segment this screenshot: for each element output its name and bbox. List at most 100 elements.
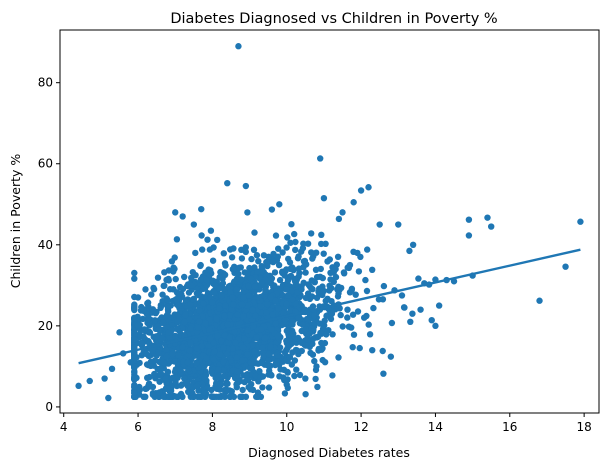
data-point (276, 201, 283, 208)
data-point (302, 326, 309, 333)
data-point (309, 286, 316, 293)
data-point (248, 255, 255, 263)
data-point (318, 339, 325, 347)
data-point (221, 373, 228, 380)
data-point (417, 306, 424, 313)
data-point (209, 257, 217, 264)
data-point (233, 275, 241, 282)
data-point (198, 343, 205, 350)
data-point (316, 320, 323, 327)
data-point (274, 332, 282, 340)
data-point (238, 357, 246, 364)
data-point (131, 314, 138, 322)
data-point (163, 353, 170, 360)
data-point (339, 209, 346, 216)
data-point (295, 273, 302, 280)
data-point (577, 218, 584, 225)
data-point (221, 312, 228, 320)
data-point (168, 322, 176, 329)
data-point (149, 306, 157, 313)
data-point (270, 258, 277, 266)
data-point (136, 359, 143, 367)
data-point (131, 269, 138, 277)
data-point (286, 259, 294, 266)
data-point (257, 326, 265, 333)
data-point (233, 354, 241, 361)
data-point (488, 223, 495, 230)
data-point (259, 384, 266, 391)
data-point (249, 306, 256, 314)
data-point (312, 375, 319, 383)
data-point (224, 380, 231, 387)
data-point (251, 288, 258, 295)
data-point (201, 375, 208, 383)
data-point (172, 275, 179, 283)
data-point (177, 382, 185, 389)
data-point (179, 324, 186, 332)
data-point (283, 266, 290, 273)
data-point (229, 345, 236, 352)
data-point (263, 309, 270, 316)
data-point (153, 333, 160, 340)
data-point (242, 244, 249, 251)
data-point (232, 339, 239, 346)
data-point (276, 276, 284, 284)
data-point (215, 393, 222, 400)
data-point (329, 372, 336, 379)
data-point (181, 318, 188, 326)
data-point (284, 234, 291, 241)
data-point (245, 384, 252, 391)
data-point (346, 289, 354, 296)
data-point (239, 386, 246, 394)
data-point (324, 295, 331, 302)
data-point (264, 361, 271, 369)
data-point (233, 381, 240, 388)
data-point (221, 271, 229, 278)
data-point (536, 297, 543, 304)
data-point (216, 285, 223, 292)
data-point (187, 339, 194, 347)
data-point (302, 342, 309, 349)
data-point (195, 318, 203, 325)
data-point (317, 265, 324, 273)
data-point (379, 347, 386, 355)
data-point (238, 301, 246, 308)
data-point (149, 347, 156, 354)
data-point (206, 335, 214, 342)
data-point (337, 311, 344, 319)
data-point (354, 308, 362, 315)
data-point (250, 356, 257, 363)
data-point (244, 209, 251, 216)
data-point (264, 357, 272, 364)
data-point (562, 263, 569, 270)
data-point (293, 366, 300, 373)
data-point (268, 326, 275, 333)
data-point (199, 313, 206, 320)
data-point (242, 182, 250, 190)
data-point (233, 286, 241, 293)
data-point (415, 275, 422, 282)
data-point (177, 366, 184, 374)
data-point (144, 299, 152, 306)
data-point (165, 275, 172, 283)
data-point (409, 310, 416, 317)
data-point (335, 290, 342, 297)
data-point (401, 304, 408, 311)
data-point (365, 321, 372, 328)
data-point (162, 375, 169, 382)
data-point (186, 389, 194, 396)
data-point (147, 362, 154, 370)
data-point (228, 306, 235, 313)
data-point (326, 256, 333, 263)
data-point (261, 334, 269, 342)
data-point (151, 357, 159, 364)
data-point (209, 299, 216, 306)
data-point (192, 249, 199, 257)
data-point (379, 296, 387, 303)
data-point (179, 213, 186, 220)
data-point (319, 356, 326, 364)
data-point (156, 389, 163, 396)
data-point (192, 272, 199, 279)
data-point (271, 269, 279, 276)
